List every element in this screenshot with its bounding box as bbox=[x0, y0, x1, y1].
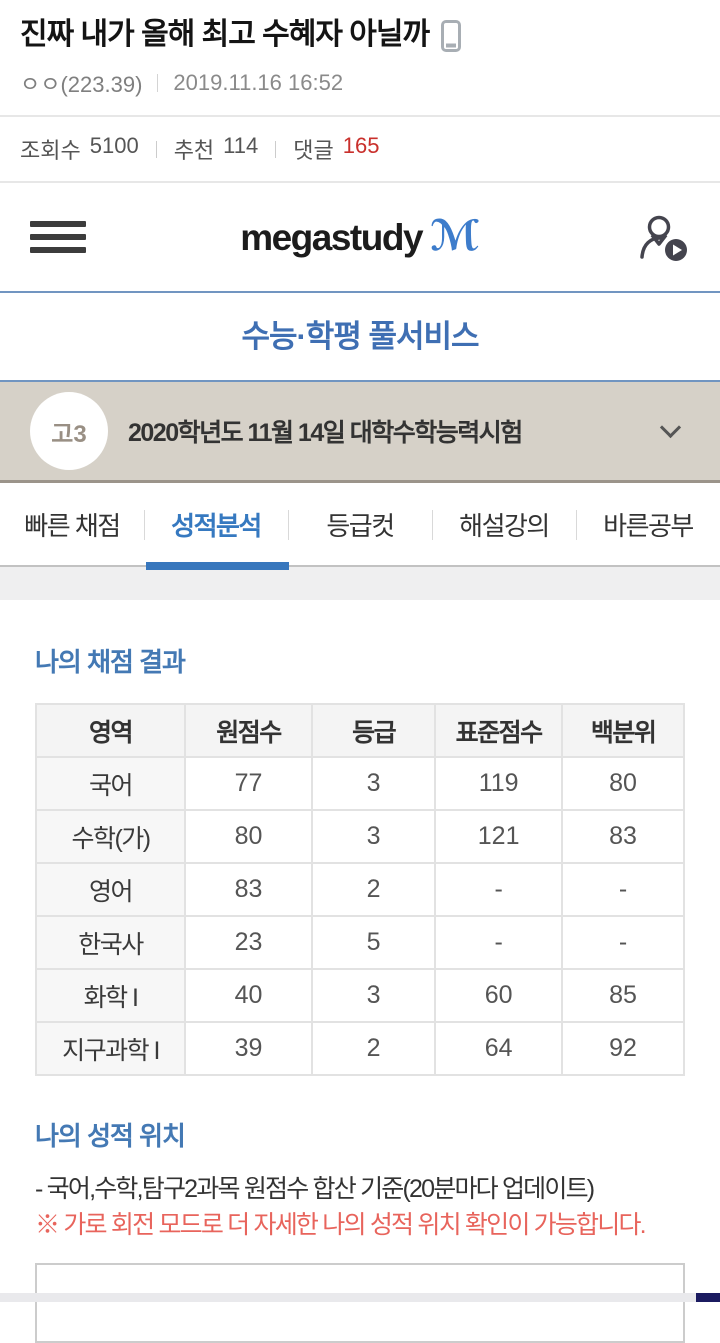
cell-subject: 수학(가) bbox=[34, 809, 187, 864]
exam-selector[interactable]: 고3 2020학년도 11월 14일 대학수학능력시험 bbox=[0, 382, 720, 483]
post-author[interactable]: ㅇㅇ(223.39) bbox=[20, 72, 143, 97]
score-table-header-row: 영역 원점수 등급 표준점수 백분위 bbox=[34, 703, 685, 758]
table-row: 화학 I 40 3 60 85 bbox=[34, 968, 685, 1023]
gray-strip bbox=[0, 567, 720, 600]
stat-comments-label: 댓글 bbox=[293, 138, 334, 163]
cell-grade: 5 bbox=[311, 915, 437, 970]
cell-percentile: - bbox=[561, 862, 685, 917]
section-heading-my-position: 나의 성적 위치 bbox=[35, 1121, 186, 1151]
cell-subject: 화학 I bbox=[34, 968, 187, 1023]
active-tab-underline bbox=[146, 562, 289, 570]
cell-standard-score: - bbox=[434, 915, 564, 970]
col-header-standard-score: 표준점수 bbox=[434, 703, 564, 758]
cell-grade: 3 bbox=[311, 809, 437, 864]
post-meta: ㅇㅇ(223.39) 2019.11.16 16:52 bbox=[20, 67, 700, 99]
post-title: 진짜 내가 올해 최고 수혜자 아닐까 bbox=[20, 16, 700, 54]
app-topbar: megastudy ℳ bbox=[0, 183, 720, 291]
cell-raw-score: 40 bbox=[184, 968, 314, 1023]
tab-bareun-gongbu[interactable]: 바른공부 bbox=[576, 483, 720, 565]
stat-likes: 추천 114 bbox=[174, 133, 259, 165]
cell-standard-score: - bbox=[434, 862, 564, 917]
stat-likes-label: 추천 bbox=[173, 138, 215, 163]
tab-explanation-lectures[interactable]: 해설강의 bbox=[432, 483, 576, 565]
table-row: 지구과학 I 39 2 64 92 bbox=[34, 1021, 685, 1076]
blue-rule bbox=[0, 380, 720, 382]
bottom-corner-chip bbox=[696, 1293, 720, 1302]
cell-grade: 3 bbox=[311, 968, 437, 1023]
stat-likes-value: 114 bbox=[223, 133, 259, 158]
cell-raw-score: 80 bbox=[184, 809, 314, 864]
score-table: 영역 원점수 등급 표준점수 백분위 국어 77 3 119 80 bbox=[34, 703, 685, 1076]
megastudy-app: megastudy ℳ 수능·학평 풀서비스 고3 2020학년도 11월 14… bbox=[0, 183, 720, 1343]
grade-badge: 고3 bbox=[30, 392, 108, 470]
stat-views-value: 5100 bbox=[89, 133, 139, 158]
app-content: 나의 채점 결과 영역 원점수 등급 표준점수 백분위 국어 77 bbox=[0, 642, 720, 1343]
cell-standard-score: 64 bbox=[434, 1021, 564, 1076]
blue-rule bbox=[0, 291, 720, 293]
section-heading-my-results: 나의 채점 결과 bbox=[35, 647, 186, 677]
stat-views: 조회수 5100 bbox=[20, 133, 139, 165]
bottom-edge-strip bbox=[0, 1293, 720, 1302]
cell-grade: 2 bbox=[311, 862, 437, 917]
col-header-raw-score: 원점수 bbox=[184, 703, 314, 758]
table-row: 국어 77 3 119 80 bbox=[34, 756, 685, 811]
stat-divider bbox=[275, 140, 277, 158]
post-stats: 조회수 5100 추천 114 댓글 165 bbox=[0, 117, 720, 181]
table-row: 한국사 23 5 - - bbox=[34, 915, 685, 970]
cell-raw-score: 39 bbox=[184, 1021, 314, 1076]
meta-divider bbox=[157, 74, 159, 92]
cell-standard-score: 60 bbox=[434, 968, 564, 1023]
table-row: 영어 83 2 - - bbox=[34, 862, 685, 917]
cell-standard-score: 119 bbox=[434, 756, 564, 811]
profile-video-icon[interactable] bbox=[634, 212, 690, 266]
mobile-icon bbox=[441, 20, 462, 52]
post-date: 2019.11.16 16:52 bbox=[173, 70, 344, 95]
tab-score-analysis[interactable]: 성적분석 bbox=[144, 483, 288, 565]
megastudy-logo[interactable]: megastudy ℳ bbox=[240, 215, 480, 259]
tab-bar: 빠른 채점 성적분석 등급컷 해설강의 바른공부 bbox=[0, 483, 720, 570]
tab-quick-scoring[interactable]: 빠른 채점 bbox=[24, 510, 121, 541]
cell-percentile: 83 bbox=[561, 809, 685, 864]
cell-raw-score: 23 bbox=[184, 915, 314, 970]
stat-comments-value: 165 bbox=[342, 133, 380, 158]
cell-subject: 지구과학 I bbox=[34, 1021, 187, 1076]
hamburger-menu-icon[interactable] bbox=[30, 214, 86, 260]
cell-percentile: 92 bbox=[561, 1021, 685, 1076]
cell-subject: 한국사 bbox=[34, 915, 187, 970]
cell-raw-score: 77 bbox=[184, 756, 314, 811]
service-title: 수능·학평 풀서비스 bbox=[241, 319, 479, 354]
position-rotate-warning: ※ 가로 회전 모드로 더 자세한 나의 성적 위치 확인이 가능합니다. bbox=[35, 1211, 647, 1239]
position-note: - 국어,수학,탐구2과목 원점수 합산 기준(20분마다 업데이트) bbox=[35, 1175, 595, 1203]
cell-grade: 3 bbox=[311, 756, 437, 811]
stat-views-label: 조회수 bbox=[20, 138, 81, 163]
cell-grade: 2 bbox=[311, 1021, 437, 1076]
megastudy-m-mark-icon: ℳ bbox=[430, 211, 480, 260]
position-chart-placeholder bbox=[35, 1263, 685, 1343]
post-header: 진짜 내가 올해 최고 수혜자 아닐까 ㅇㅇ(223.39) 2019.11.1… bbox=[0, 0, 720, 99]
cell-percentile: 80 bbox=[561, 756, 685, 811]
divider bbox=[0, 115, 720, 117]
exam-title: 2020학년도 11월 14일 대학수학능력시험 bbox=[128, 419, 523, 447]
chevron-down-icon bbox=[659, 416, 682, 439]
table-row: 수학(가) 80 3 121 83 bbox=[34, 809, 685, 864]
cell-subject: 영어 bbox=[34, 862, 187, 917]
stat-comments[interactable]: 댓글 165 bbox=[293, 133, 379, 165]
col-header-percentile: 백분위 bbox=[561, 703, 685, 758]
logo-text: megastudy bbox=[240, 217, 423, 258]
cell-percentile: 85 bbox=[561, 968, 685, 1023]
col-header-grade: 등급 bbox=[311, 703, 437, 758]
divider bbox=[0, 181, 720, 183]
cell-raw-score: 83 bbox=[184, 862, 314, 917]
col-header-area: 영역 bbox=[34, 703, 187, 758]
stat-divider bbox=[155, 140, 157, 158]
tab-grade-cut[interactable]: 등급컷 bbox=[288, 483, 432, 565]
cell-percentile: - bbox=[561, 915, 685, 970]
cell-standard-score: 121 bbox=[434, 809, 564, 864]
cell-subject: 국어 bbox=[34, 756, 187, 811]
post-title-text: 진짜 내가 올해 최고 수혜자 아닐까 bbox=[20, 18, 430, 51]
